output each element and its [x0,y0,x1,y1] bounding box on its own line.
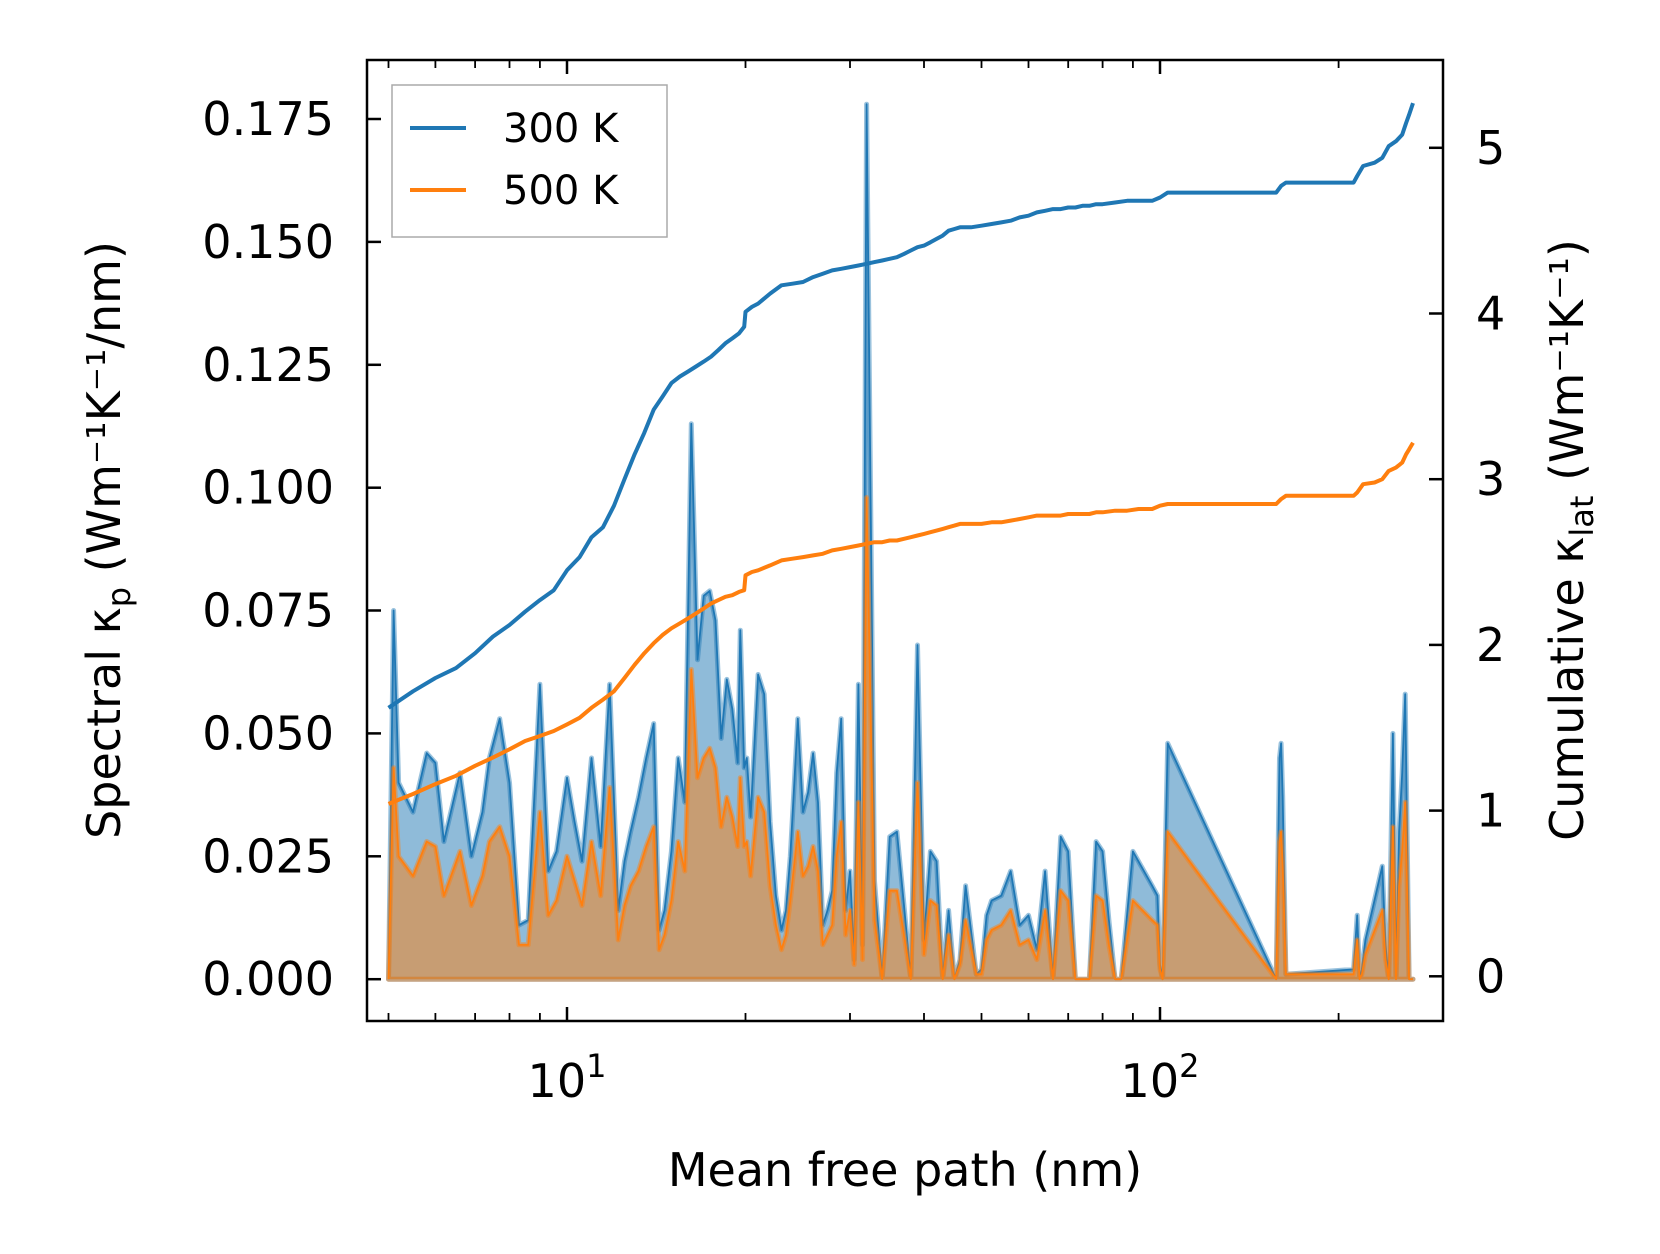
y-left-tick-label: 0.025 [202,829,334,883]
legend-label-300k: 300 K [503,106,620,152]
y-left-tick-label: 0.000 [202,952,334,1006]
y-right-tick-label: 4 [1476,287,1505,341]
y-left-label-units: (Wm⁻¹K⁻¹/nm) [77,241,131,587]
legend: 300 K 500 K [391,84,668,238]
spectral-line-500k [387,496,1413,981]
x-axis-label: Mean free path (nm) [668,1143,1142,1197]
y-right-tick-label: 2 [1476,618,1505,672]
y-left-tick-label: 0.150 [202,215,334,269]
y-left-label-prefix: Spectral κ [77,607,131,839]
y-right-label-prefix: Cumulative κ [1540,537,1594,841]
y-right-tick-label: 1 [1476,784,1505,838]
x-tick-label: 102 [1121,1047,1200,1108]
x-tick-label-exponent: 2 [1179,1047,1199,1085]
cumulative-line-500k [387,441,1415,806]
legend-box [391,84,668,238]
x-tick-label: 101 [528,1047,607,1108]
y-left-tick-label: 0.075 [202,584,334,638]
plot-frame [365,58,1445,1023]
y-left-tick-label: 0.100 [202,461,334,515]
y-axis-right-label: Cumulative κlat (Wm⁻¹K⁻¹) [1540,239,1601,841]
y-right-tick-label: 3 [1476,452,1505,506]
y-axis-left-label: Spectral κp (Wm⁻¹K⁻¹/nm) [77,241,138,839]
y-right-tick-label: 5 [1476,121,1505,175]
y-left-tick-label: 0.050 [202,706,334,760]
legend-label-500k: 500 K [503,168,620,214]
y-right-label-units: (Wm⁻¹K⁻¹) [1540,239,1594,495]
y-left-tick-label: 0.125 [202,338,334,392]
y-right-tick-label: 0 [1476,949,1505,1003]
x-tick-label-base: 10 [1121,1054,1180,1108]
x-tick-label-exponent: 1 [586,1047,606,1085]
series-layer [386,101,1416,982]
y-left-label-sub: p [100,587,138,607]
y-left-tick-label: 0.175 [202,92,334,146]
ticks-layer: 0.000 0.025 0.050 0.075 0.100 0.125 0.150 0.175… [202,60,1505,1108]
y-right-label-sub: lat [1563,496,1601,537]
cumulative-line-300k [387,102,1415,710]
x-tick-label-base: 10 [528,1054,587,1108]
